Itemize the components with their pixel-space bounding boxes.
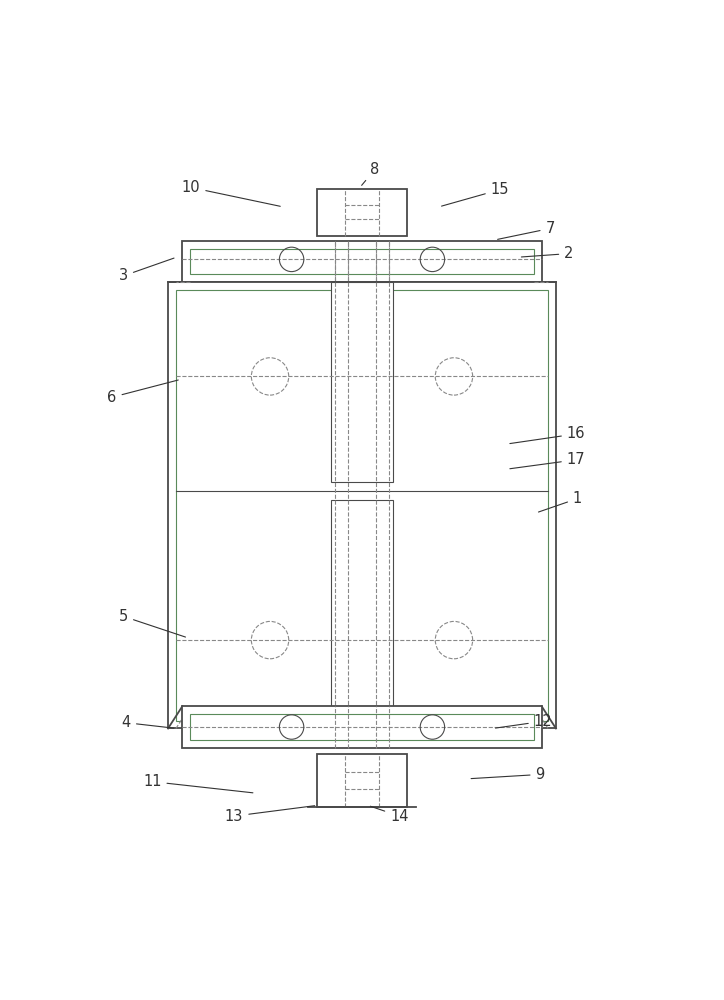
Bar [168,282,556,728]
Bar [190,249,534,274]
Bar [332,500,392,713]
Text: 10: 10 [182,180,280,206]
Bar [176,290,548,721]
Text: 13: 13 [225,806,315,824]
Text: 5: 5 [119,609,185,637]
Text: 17: 17 [510,452,586,469]
Bar [317,754,407,807]
Text: 1: 1 [539,491,582,512]
Text: 16: 16 [510,426,585,444]
Bar [317,189,407,236]
Bar [332,282,392,482]
Bar [182,241,542,282]
Text: 11: 11 [143,774,253,793]
Text: 6: 6 [107,380,178,405]
Bar [190,714,534,740]
Text: 9: 9 [471,767,544,782]
Text: 2: 2 [521,246,573,261]
Bar [182,706,542,748]
Text: 15: 15 [442,182,509,206]
Text: 14: 14 [371,806,408,824]
Text: 12: 12 [495,714,552,729]
Text: 8: 8 [361,162,379,185]
Text: 3: 3 [119,258,174,283]
Text: 4: 4 [122,715,174,730]
Text: 7: 7 [497,221,555,239]
